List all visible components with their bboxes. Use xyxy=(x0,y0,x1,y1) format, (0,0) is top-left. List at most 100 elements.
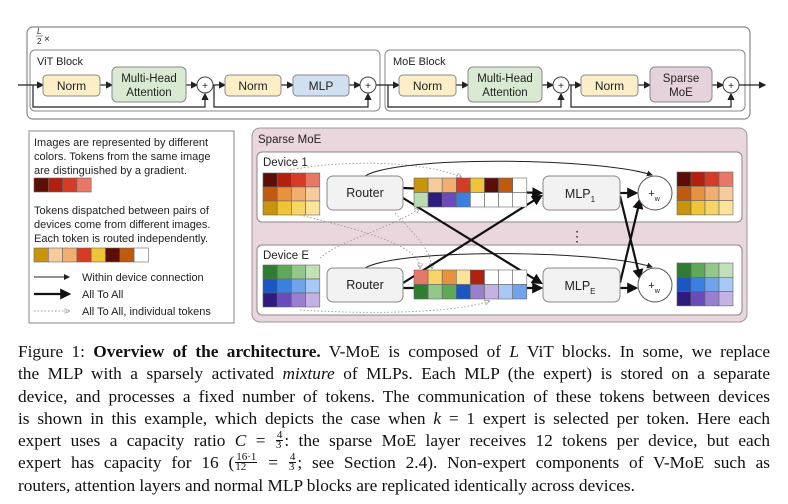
dispatched-token xyxy=(441,284,457,300)
math: C xyxy=(234,431,247,451)
dispatched-token xyxy=(455,192,471,208)
legend-token xyxy=(62,177,78,193)
legend-arrow-label: All To All xyxy=(82,289,123,301)
text: ; see Section 2.4). Non-expert component… xyxy=(297,453,770,473)
label: Router xyxy=(346,278,384,292)
dispatched-token xyxy=(498,177,514,193)
dispatched-token xyxy=(498,192,514,208)
legend-token xyxy=(33,177,49,193)
weighted-combine-1: +w xyxy=(637,175,673,211)
legend-token xyxy=(76,177,92,193)
dispatched-token xyxy=(484,192,499,208)
dispatched-token xyxy=(441,269,457,285)
text: V-MoE is composed of xyxy=(320,342,510,361)
dispatched-token xyxy=(470,284,485,300)
dispatched-token xyxy=(413,284,429,300)
numerator: 4 xyxy=(288,451,297,464)
text: is shown in this example, which depicts … xyxy=(18,408,434,428)
text: : the sparse MoE layer receives 12 token… xyxy=(284,431,770,451)
input-token xyxy=(291,292,306,308)
legend-token xyxy=(62,247,78,263)
dispatched-token xyxy=(455,269,471,285)
dispatched-token xyxy=(512,177,528,193)
input-token xyxy=(305,278,321,294)
label: Multi-Head xyxy=(121,73,177,85)
architecture-figure: L 2 × ViT Block MoE Block xyxy=(18,26,767,324)
dispatched-token xyxy=(484,284,499,300)
dispatched-token xyxy=(470,269,485,285)
figure-caption: Figure 1: Overview of the architecture. … xyxy=(18,341,770,497)
dispatched-token xyxy=(427,177,443,193)
fraction: 16·1 12 xyxy=(235,452,258,473)
label: MLP xyxy=(309,79,334,93)
legend-token xyxy=(47,177,63,193)
moe-sparse-moe: Sparse MoE xyxy=(649,66,713,103)
output-token xyxy=(718,171,734,187)
vit-add-2: + xyxy=(359,76,377,94)
dispatched-token xyxy=(427,192,443,208)
label: Multi-Head xyxy=(477,73,533,85)
legend-token xyxy=(47,247,63,263)
vit-add-1: + xyxy=(196,76,214,94)
sparse-moe-title: Sparse MoE xyxy=(258,134,322,146)
output-token xyxy=(718,276,734,292)
text: the MLP with a sparsely activated xyxy=(18,364,283,384)
label: Router xyxy=(346,186,384,200)
output-token xyxy=(676,171,692,187)
dispatched-token xyxy=(470,177,485,193)
output-token xyxy=(676,276,692,292)
output-token xyxy=(704,276,720,292)
caption-line: device, and processes a fixed number of … xyxy=(18,386,770,406)
vit-mlp: MLP xyxy=(292,74,350,97)
text: = 1 expert is selected per token. Here e… xyxy=(441,408,770,428)
plus-icon: + xyxy=(558,81,564,92)
dispatched-token xyxy=(498,269,514,285)
legend-text: colors. Tokens from the same image xyxy=(34,151,210,163)
input-token xyxy=(262,278,278,294)
caption-line: is shown in this example, which depicts … xyxy=(18,408,770,430)
caption-line: routers, attention layers and normal MLP… xyxy=(18,475,635,495)
input-token xyxy=(262,200,278,216)
math: L xyxy=(509,342,520,361)
plus-icon: + xyxy=(728,81,734,92)
legend-text: are distinguished by a gradient. xyxy=(34,165,187,177)
dispatched-token xyxy=(413,192,429,208)
text: = xyxy=(246,431,275,451)
output-token xyxy=(718,262,734,278)
router-1: Router xyxy=(326,175,404,211)
label: Norm xyxy=(238,79,267,93)
output-token xyxy=(690,276,706,292)
label: Attention xyxy=(126,87,171,99)
legend-text: devices come from different images. xyxy=(34,219,210,231)
input-token xyxy=(262,186,278,202)
input-token xyxy=(276,292,292,308)
device-label: Device 1 xyxy=(263,157,308,169)
moe-attention: Multi-Head Attention xyxy=(467,66,543,103)
weighted-combine-e: +w xyxy=(637,267,673,303)
text: ViT blocks. In some, we replace xyxy=(519,342,770,361)
text: expert has capacity for 16 ( xyxy=(18,453,235,473)
dispatched-token xyxy=(512,269,528,285)
dispatched-token xyxy=(413,177,429,193)
expert-mlp-e: MLPE xyxy=(542,267,621,303)
label: Norm xyxy=(413,79,442,93)
vit-norm-1: Norm xyxy=(42,74,101,97)
input-token xyxy=(276,172,292,188)
dispatched-token xyxy=(512,192,528,208)
input-token xyxy=(291,278,306,294)
layer-stack: L 2 × ViT Block MoE Block xyxy=(18,26,767,120)
vit-attention: Multi-Head Attention xyxy=(111,66,187,103)
input-token xyxy=(276,278,292,294)
dispatched-token xyxy=(441,177,457,193)
ellipsis: ⋮ xyxy=(570,228,584,244)
plus-icon: + xyxy=(202,81,208,92)
output-token xyxy=(690,171,706,187)
figure-number: Figure 1: xyxy=(18,342,94,361)
svg-text:MLPE: MLPE xyxy=(564,279,595,296)
dispatched-token xyxy=(512,284,528,300)
legend-text: Tokens dispatched between pairs of xyxy=(34,205,210,217)
emphasis: mixture xyxy=(282,364,335,384)
